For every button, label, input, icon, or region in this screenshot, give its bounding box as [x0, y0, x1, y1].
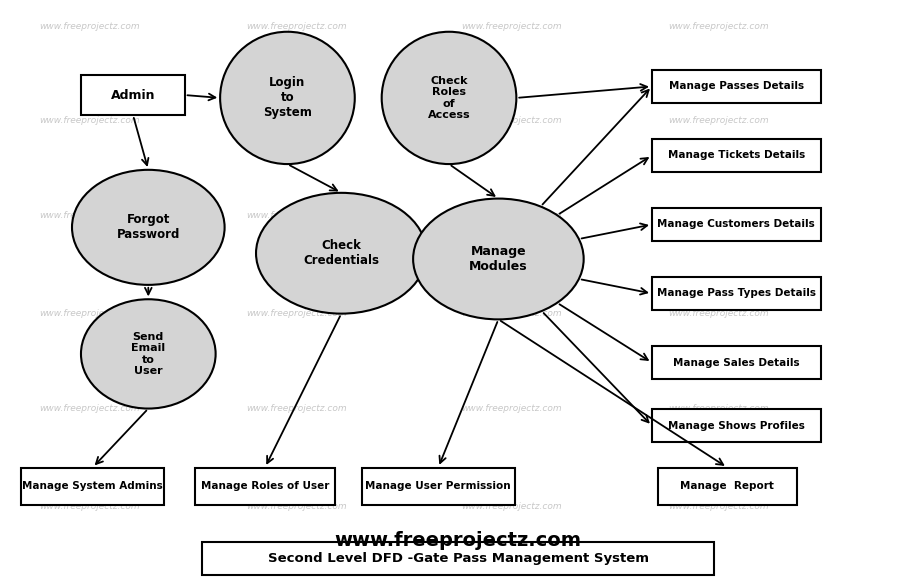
Text: Login
to
System: Login to System — [263, 76, 311, 119]
Text: www.freeprojectz.com: www.freeprojectz.com — [39, 211, 140, 220]
Text: Send
Email
to
User: Send Email to User — [131, 332, 166, 376]
Text: Manage Passes Details: Manage Passes Details — [669, 82, 804, 92]
Ellipse shape — [72, 170, 224, 285]
Text: www.freeprojectz.com: www.freeprojectz.com — [39, 22, 140, 31]
Text: www.freeprojectz.com: www.freeprojectz.com — [668, 502, 769, 511]
Text: www.freeprojectz.com: www.freeprojectz.com — [462, 309, 562, 318]
Text: Manage System Admins: Manage System Admins — [22, 481, 163, 491]
Text: www.freeprojectz.com: www.freeprojectz.com — [246, 116, 347, 126]
Text: www.freeprojectz.com: www.freeprojectz.com — [462, 22, 562, 31]
Ellipse shape — [256, 193, 427, 313]
Text: Manage
Modules: Manage Modules — [469, 245, 528, 273]
Text: Manage  Report: Manage Report — [681, 481, 774, 491]
FancyBboxPatch shape — [652, 139, 821, 172]
Text: www.freeprojectz.com: www.freeprojectz.com — [668, 211, 769, 220]
Text: www.freeprojectz.com: www.freeprojectz.com — [246, 502, 347, 511]
Text: Check
Credentials: Check Credentials — [303, 239, 379, 267]
Text: Forgot
Password: Forgot Password — [116, 213, 180, 241]
FancyBboxPatch shape — [195, 467, 334, 505]
Text: Manage Customers Details: Manage Customers Details — [658, 220, 815, 230]
Text: Manage Roles of User: Manage Roles of User — [201, 481, 329, 491]
Text: www.freeprojectz.com: www.freeprojectz.com — [462, 404, 562, 413]
Text: www.freeprojectz.com: www.freeprojectz.com — [668, 309, 769, 318]
Text: Manage Pass Types Details: Manage Pass Types Details — [657, 288, 816, 299]
Text: www.freeprojectz.com: www.freeprojectz.com — [462, 502, 562, 511]
FancyBboxPatch shape — [658, 467, 797, 505]
Text: www.freeprojectz.com: www.freeprojectz.com — [39, 309, 140, 318]
Text: Admin: Admin — [111, 89, 156, 102]
FancyBboxPatch shape — [652, 208, 821, 241]
Text: www.freeprojectz.com: www.freeprojectz.com — [246, 309, 347, 318]
Text: www.freeprojectz.com: www.freeprojectz.com — [246, 404, 347, 413]
Text: Manage Sales Details: Manage Sales Details — [673, 357, 800, 367]
FancyBboxPatch shape — [652, 70, 821, 103]
Text: Check
Roles
of
Access: Check Roles of Access — [428, 76, 470, 120]
Ellipse shape — [81, 299, 215, 409]
Text: www.freeprojectz.com: www.freeprojectz.com — [246, 211, 347, 220]
Text: Second Level DFD -Gate Pass Management System: Second Level DFD -Gate Pass Management S… — [267, 552, 649, 565]
Text: www.freeprojectz.com: www.freeprojectz.com — [668, 22, 769, 31]
FancyBboxPatch shape — [82, 75, 185, 115]
FancyBboxPatch shape — [652, 277, 821, 310]
Text: www.freeprojectz.com: www.freeprojectz.com — [334, 531, 582, 551]
Text: Manage User Permission: Manage User Permission — [365, 481, 511, 491]
FancyBboxPatch shape — [21, 467, 165, 505]
FancyBboxPatch shape — [202, 542, 714, 575]
FancyBboxPatch shape — [652, 409, 821, 443]
Text: Manage Tickets Details: Manage Tickets Details — [668, 150, 805, 160]
Text: www.freeprojectz.com: www.freeprojectz.com — [462, 211, 562, 220]
Text: www.freeprojectz.com: www.freeprojectz.com — [39, 116, 140, 126]
Ellipse shape — [220, 32, 354, 164]
Ellipse shape — [413, 198, 583, 319]
Ellipse shape — [382, 32, 517, 164]
Text: www.freeprojectz.com: www.freeprojectz.com — [246, 22, 347, 31]
Text: www.freeprojectz.com: www.freeprojectz.com — [668, 116, 769, 126]
Text: www.freeprojectz.com: www.freeprojectz.com — [668, 404, 769, 413]
FancyBboxPatch shape — [652, 346, 821, 379]
FancyBboxPatch shape — [362, 467, 515, 505]
Text: Manage Shows Profiles: Manage Shows Profiles — [668, 421, 805, 431]
Text: www.freeprojectz.com: www.freeprojectz.com — [39, 502, 140, 511]
Text: www.freeprojectz.com: www.freeprojectz.com — [39, 404, 140, 413]
Text: www.freeprojectz.com: www.freeprojectz.com — [462, 116, 562, 126]
